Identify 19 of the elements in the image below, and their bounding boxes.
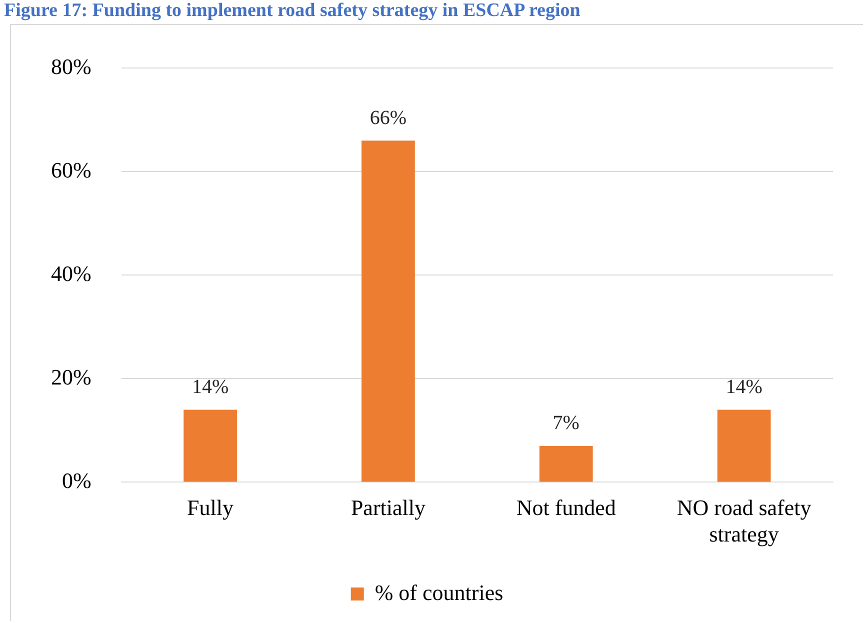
chart-title: Figure 17: Funding to implement road safety strategy in ESCAP region	[4, 0, 582, 22]
bar	[362, 140, 415, 482]
bar	[717, 410, 771, 482]
bar	[184, 410, 237, 482]
x-tick-label: NO road safety strategy	[676, 495, 812, 547]
data-label: 66%	[370, 106, 407, 129]
legend-label: % of countries	[374, 580, 504, 605]
x-tick-label: Fully	[187, 495, 234, 520]
y-tick-label: 80%	[51, 54, 92, 79]
y-tick-label: 60%	[51, 157, 92, 182]
y-tick-label: 0%	[62, 468, 92, 493]
data-label: 7%	[552, 412, 580, 434]
bar	[539, 446, 593, 482]
x-tick-label: Not funded	[516, 495, 616, 520]
data-label: 14%	[726, 376, 762, 398]
x-tick-label: Partially	[350, 495, 426, 520]
y-tick-label: 20%	[51, 364, 92, 390]
y-tick-label: 40%	[51, 260, 92, 286]
data-label: 14%	[192, 376, 229, 398]
